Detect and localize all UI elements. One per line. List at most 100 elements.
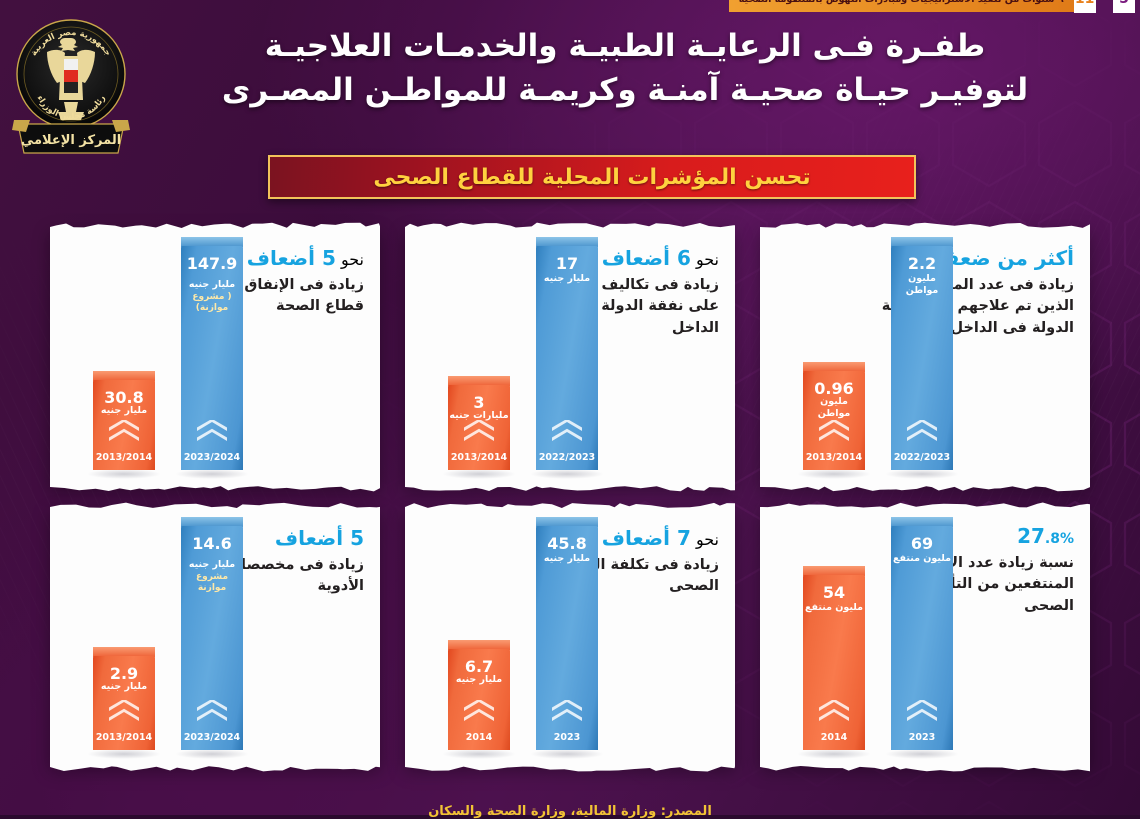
bar-unit: مليار جنيه <box>100 405 148 416</box>
page-current-chip: 5 <box>1113 0 1135 13</box>
bar-value: 0.96 <box>814 379 854 398</box>
card-torn-edge-top <box>405 221 735 233</box>
stats-card-grid: أكثر من ضعفين زيادة فى عدد المواطنين الذ… <box>50 222 1090 772</box>
bar-unit: مليار جنيه <box>543 273 591 284</box>
double-chevron-up-icon <box>552 698 582 721</box>
double-chevron-up-icon <box>819 698 849 721</box>
bar-unit: مليون منتفع <box>893 553 951 564</box>
bar-shadow <box>530 749 604 759</box>
double-chevron-up-icon <box>907 698 937 721</box>
double-chevron-up-icon <box>109 698 139 721</box>
bar-value: 30.8 <box>104 388 144 407</box>
bar-year-label: 2014 <box>465 732 493 743</box>
card-torn-edge-bottom <box>760 761 1090 773</box>
bar-face: 147.9 مليار جنيه ( مشروع موازنة) 2023/20… <box>181 246 243 470</box>
multiplier-value: 27.8% <box>1017 524 1074 548</box>
card-torn-edge-top <box>760 501 1090 513</box>
card-caption: 5 أضعاف زيادة فى مخصصات الأدوية <box>188 524 364 598</box>
card-torn-edge-bottom <box>760 481 1090 493</box>
bar-face: 6.7 مليار جنيه 2014 <box>448 649 510 750</box>
bar-value: 54 <box>822 583 846 602</box>
stat-card-citizens-treated: أكثر من ضعفين زيادة فى عدد المواطنين الذ… <box>760 222 1090 492</box>
card-torn-edge-bottom <box>405 481 735 493</box>
bar-face: 30.8 مليار جنيه 2013/2014 <box>93 380 155 470</box>
bar-year-label: 2023/2024 <box>183 452 241 463</box>
multiplier-prefix: نحو <box>335 250 364 269</box>
source-footnote: المصدر: وزارة المالية، وزارة الصحة والسك… <box>428 804 712 819</box>
stat-card-health-insurance-beneficiaries: 27.8% نسبة زيادة عدد الأفراد المنتفعين م… <box>760 502 1090 772</box>
bar-face: 54 مليون منتفع 2014 <box>803 575 865 750</box>
bar-shadow <box>175 469 249 479</box>
bar-citizens-treated-0: 2.2 مليون مواطن 2022/2023 <box>885 237 959 479</box>
bar-face: 69 مليون منتفع 2023 <box>891 526 953 750</box>
bar-chevron <box>803 418 865 446</box>
bar-unit: مليار جنيه <box>188 279 236 290</box>
card-multiplier-line: نحو 6 أضعاف <box>543 244 719 274</box>
bar-shadow <box>87 749 161 759</box>
bar-unit-secondary: مشروع موازنة <box>195 572 229 594</box>
bar-year-label: 2013/2014 <box>95 732 153 743</box>
stat-card-health-sector-spending: نحو 5 أضعاف زيادة فى الإنفاق على قطاع ال… <box>50 222 380 492</box>
bar-shadow <box>530 469 604 479</box>
bar-health-insurance-cost-0: 45.8 مليار جنيه 2023 <box>530 517 604 759</box>
multiplier-prefix: نحو <box>690 530 719 549</box>
bar-top-face <box>803 566 865 576</box>
double-chevron-up-icon <box>552 418 582 441</box>
card-bars: 17 مليار جنيه 2022/2023 3 مليارات جنيه 2… <box>423 237 604 479</box>
bar-chevron <box>93 698 155 726</box>
bar-top-face <box>93 371 155 381</box>
page-total-chip: 11 <box>1073 0 1096 13</box>
page-title: طفـرة فـى الرعايـة الطبيـة والخدمـات الع… <box>140 24 1110 112</box>
bar-unit: مليون مواطن <box>905 273 939 296</box>
bar-chevron <box>891 418 953 446</box>
card-multiplier-line: نحو 5 أضعاف <box>188 244 364 274</box>
bar-face: 14.6 مليار جنيه مشروع موازنة 2023/2024 <box>181 526 243 750</box>
bar-unit: مليون مواطن <box>817 396 851 419</box>
bar-treatment-cost-state-1: 3 مليارات جنيه 2013/2014 <box>442 376 516 479</box>
bar-value: 2.2 <box>907 254 937 273</box>
card-multiplier-line: 27.8% <box>878 522 1074 552</box>
bar-face: 17 مليار جنيه 2022/2023 <box>536 246 598 470</box>
bar-unit: مليار جنيه <box>100 681 148 692</box>
card-torn-edge-bottom <box>50 761 380 773</box>
card-bars: 69 مليون منتفع 2023 54 مليون منتفع 2014 <box>778 517 959 759</box>
bar-health-sector-spending-1: 30.8 مليار جنيه 2013/2014 <box>87 371 161 479</box>
bar-year-label: 2013/2014 <box>805 452 863 463</box>
card-bars: 147.9 مليار جنيه ( مشروع موازنة) 2023/20… <box>68 237 249 479</box>
bar-year-label: 2023/2024 <box>183 732 241 743</box>
bar-top-face <box>536 237 598 247</box>
bar-top-face <box>891 517 953 527</box>
bar-year-label: 2023 <box>553 732 581 743</box>
card-torn-edge-top <box>50 501 380 513</box>
bar-value: 14.6 <box>192 534 232 553</box>
bar-value: 45.8 <box>547 534 587 553</box>
double-chevron-up-icon <box>907 418 937 441</box>
double-chevron-up-icon <box>109 418 139 441</box>
bar-value: 6.7 <box>464 657 494 676</box>
bar-top-face <box>891 237 953 247</box>
bar-shadow <box>797 469 871 479</box>
bar-face: 0.96 مليون مواطن 2013/2014 <box>803 371 865 470</box>
card-description: نسبة زيادة عدد الأفراد المنتفعين من التأ… <box>916 554 1074 614</box>
bar-chevron <box>448 418 510 446</box>
bar-face: 2.2 مليون مواطن 2022/2023 <box>891 246 953 470</box>
stat-card-treatment-cost-state: نحو 6 أضعاف زيادة فى تكاليف العلاج على ن… <box>405 222 735 492</box>
card-bars: 45.8 مليار جنيه 2023 6.7 مليار جنيه 2014 <box>423 517 604 759</box>
card-torn-edge-bottom <box>50 481 380 493</box>
bar-value: 69 <box>910 534 934 553</box>
bar-health-insurance-cost-1: 6.7 مليار جنيه 2014 <box>442 640 516 759</box>
bar-face: 2.9 مليار جنيه 2013/2014 <box>93 656 155 750</box>
bar-top-face <box>181 237 243 247</box>
bar-year-label: 2013/2014 <box>95 452 153 463</box>
bar-top-face <box>93 647 155 657</box>
bar-citizens-treated-1: 0.96 مليون مواطن 2013/2014 <box>797 362 871 479</box>
bar-treatment-cost-state-0: 17 مليار جنيه 2022/2023 <box>530 237 604 479</box>
bar-value: 3 <box>473 393 485 412</box>
bar-unit: مليار جنيه <box>543 553 591 564</box>
card-torn-edge-top <box>405 501 735 513</box>
bar-chevron <box>181 698 243 726</box>
card-torn-edge-top <box>50 221 380 233</box>
bar-top-face <box>181 517 243 527</box>
bar-value: 147.9 <box>186 254 238 273</box>
cabinet-information-center-logo: x جمهورية مصر العربية رئاسة مجلس الوزراء… <box>12 19 130 154</box>
